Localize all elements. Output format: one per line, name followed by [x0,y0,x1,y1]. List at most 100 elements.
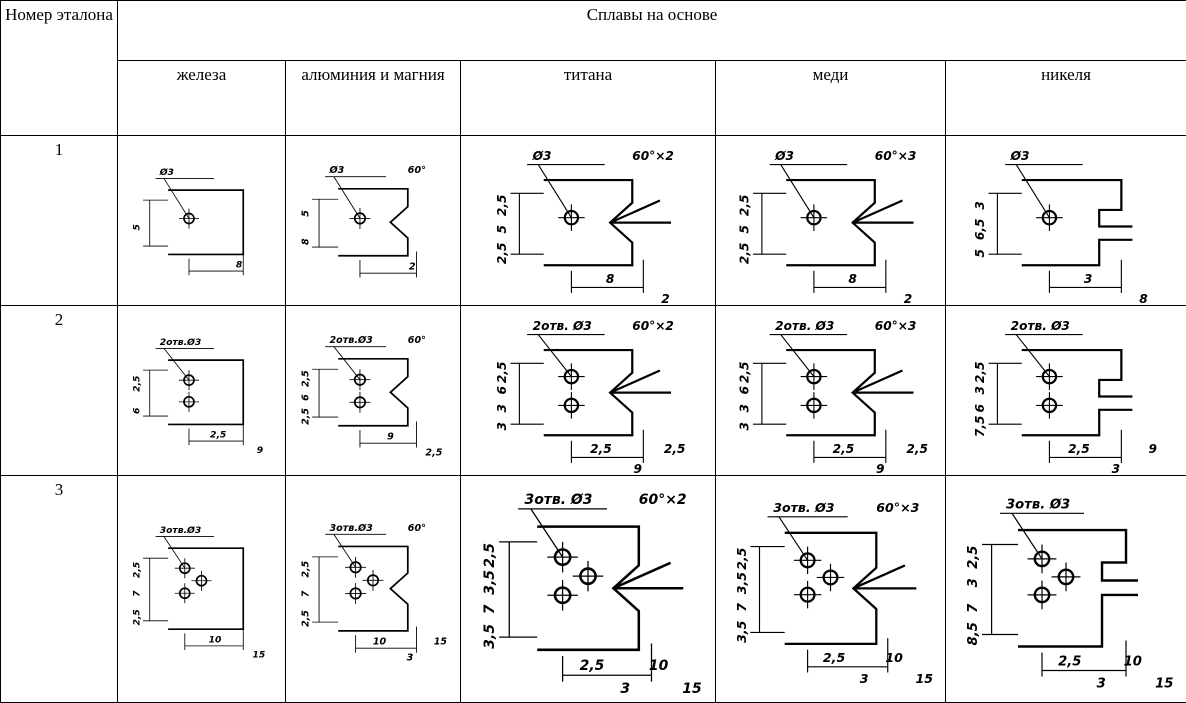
dimension-line [1052,562,1081,591]
dimension-label: Ø3 [532,149,552,163]
dimension-label: Ø3 [1010,149,1030,163]
dimension-label: 5 [301,209,312,216]
dimension-label: 2,5 [210,429,226,440]
angle-label: 60° [408,522,426,533]
dimension-line [175,558,195,578]
dimension-label: 8 [1139,291,1148,303]
dimension-label: 2,5 [973,361,987,383]
dimension-label: 5 [738,225,752,233]
dimension-label: 2,5 [132,609,143,625]
dimension-line [1005,334,1082,376]
dimension-line [1036,204,1063,231]
dimension-label: 2отв. Ø3 [1011,319,1070,333]
dimension-label: 2,5 [132,375,143,391]
dimension-label: 3 [860,670,869,685]
dimension-line [179,391,199,411]
dimension-label: 15 [434,636,448,647]
dimension-line [558,363,585,390]
drawing-line [610,200,671,222]
dimension-label: 10 [1124,654,1142,669]
dimension-label: 10 [209,634,222,645]
dimension-line [989,193,1022,254]
dimension-label: Ø3 [329,165,345,176]
dimension-line [1005,164,1082,217]
dimension-line [1036,363,1063,390]
dimension-label: 3,5 [482,623,498,648]
dimension-label: 3,5 [734,620,749,643]
angle-label: 60°×2 [632,149,674,163]
dimension-label: 2,5 [738,194,752,216]
row-number: 3 [1,476,118,703]
dimension-label: 2,5 [495,361,509,383]
dimension-label: 3отв. Ø3 [525,491,593,507]
dimension-line [527,164,604,217]
dimension-label: 2,5 [301,407,312,424]
dimension-label: 3 [973,201,987,209]
dimension-label: 8 [301,237,312,244]
column-header: железа [118,61,286,136]
dimension-label: 2отв.Ø3 [160,337,201,348]
dimension-label: 6 [301,393,312,400]
drawing-line [610,370,671,392]
column-header: меди [716,61,946,136]
dimension-label: 9 [1148,441,1156,455]
dimension-label: 2,5 [132,561,143,577]
dimension-line [982,544,1018,634]
dimension-line [143,370,168,416]
dimension-label: 5 [495,225,509,233]
dimension-label: 2,5 [301,609,312,626]
dimension-label: 3 [1097,676,1106,691]
dimension-label: Ø3 [774,149,794,163]
dimension-label: 3 [407,652,414,663]
dimension-label: 2,5 [590,441,612,455]
angle-label: 60°×3 [875,149,917,163]
dimension-line [312,369,338,417]
dimension-line [345,556,366,577]
drawing-line [168,360,243,424]
dimension-line [312,199,338,247]
drawing-line [168,190,243,254]
group-header: Сплавы на основе [118,1,1186,61]
dimension-label: 6 [973,403,987,412]
dimension-label: 3,5 [734,571,749,594]
dimension-label: 2,5 [734,547,749,570]
drawing-line [613,562,683,587]
dimension-label: 3отв.Ø3 [330,522,374,533]
angle-label: 60° [408,165,426,176]
drawing-line [338,358,408,425]
dimension-label: 3 [973,386,987,394]
dimension-label: 5 [132,224,143,230]
dimension-label: 7 [301,590,312,597]
angle-label: 60°×2 [632,319,674,333]
column-header: никеля [946,61,1186,136]
dimension-label: 8 [848,271,857,285]
dimension-label: 2 [661,291,669,303]
drawing-line [338,188,408,255]
angle-label: 60°×2 [639,491,687,507]
dimension-label: 3 [495,404,509,412]
dimension-line [1036,392,1063,419]
dimension-line [547,579,577,609]
dimension-line [143,558,168,621]
drawing-line [1022,180,1133,265]
dimension-line [363,569,384,590]
dimension-label: 2,5 [966,545,981,568]
dimension-label: 15 [253,649,266,660]
dimension-label: 8,5 [966,622,981,645]
dimension-label: 9 [876,461,884,473]
angle-label: 60°×3 [876,500,919,515]
dimension-label: 9 [387,431,394,442]
